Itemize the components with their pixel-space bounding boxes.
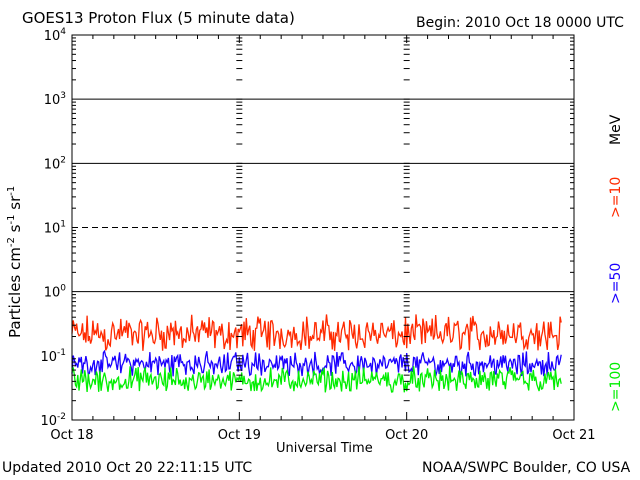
chart-title: GOES13 Proton Flux (5 minute data) — [22, 9, 295, 27]
y-tick-label: 100 — [44, 284, 67, 301]
grid-layer — [72, 98, 574, 293]
y-tick-label: 10-2 — [40, 412, 66, 429]
y-tick-label: 101 — [44, 220, 66, 237]
x-tick-label: Oct 19 — [218, 428, 261, 443]
y-tick-label: 103 — [44, 91, 66, 108]
y-axis-label: Particles cm-2 s-1 sr-1 — [6, 185, 24, 338]
y-tick-label: 104 — [44, 27, 67, 44]
legend-ge10: >=10 — [608, 176, 624, 218]
y-tick-label: 102 — [44, 155, 66, 172]
x-axis-label: Universal Time — [276, 441, 373, 456]
updated-timestamp: Updated 2010 Oct 20 22:11:15 UTC — [2, 460, 253, 476]
y-tick-label: 10-1 — [40, 348, 66, 365]
series-line-ge10 — [71, 314, 562, 351]
begin-time-label: Begin: 2010 Oct 18 0000 UTC — [416, 15, 624, 31]
axis-label-layer: 10-2 10-1 100 101 102 103 104 Oct 18 Oct 19 Oct 2… — [40, 27, 595, 443]
legend-ge50: >=50 — [608, 262, 624, 304]
x-tick-label: Oct 18 — [50, 428, 93, 443]
series-line-ge50 — [71, 349, 562, 378]
series-line-ge100 — [71, 365, 562, 393]
x-tick-label: Oct 21 — [552, 428, 595, 443]
tick-layer — [71, 35, 575, 421]
x-tick-label: Oct 20 — [385, 428, 428, 443]
legend-ge100: >=100 — [608, 361, 624, 412]
credit-label: NOAA/SWPC Boulder, CO USA — [422, 460, 631, 476]
legend-unit-mev: MeV — [608, 114, 624, 145]
series-layer — [71, 314, 562, 393]
